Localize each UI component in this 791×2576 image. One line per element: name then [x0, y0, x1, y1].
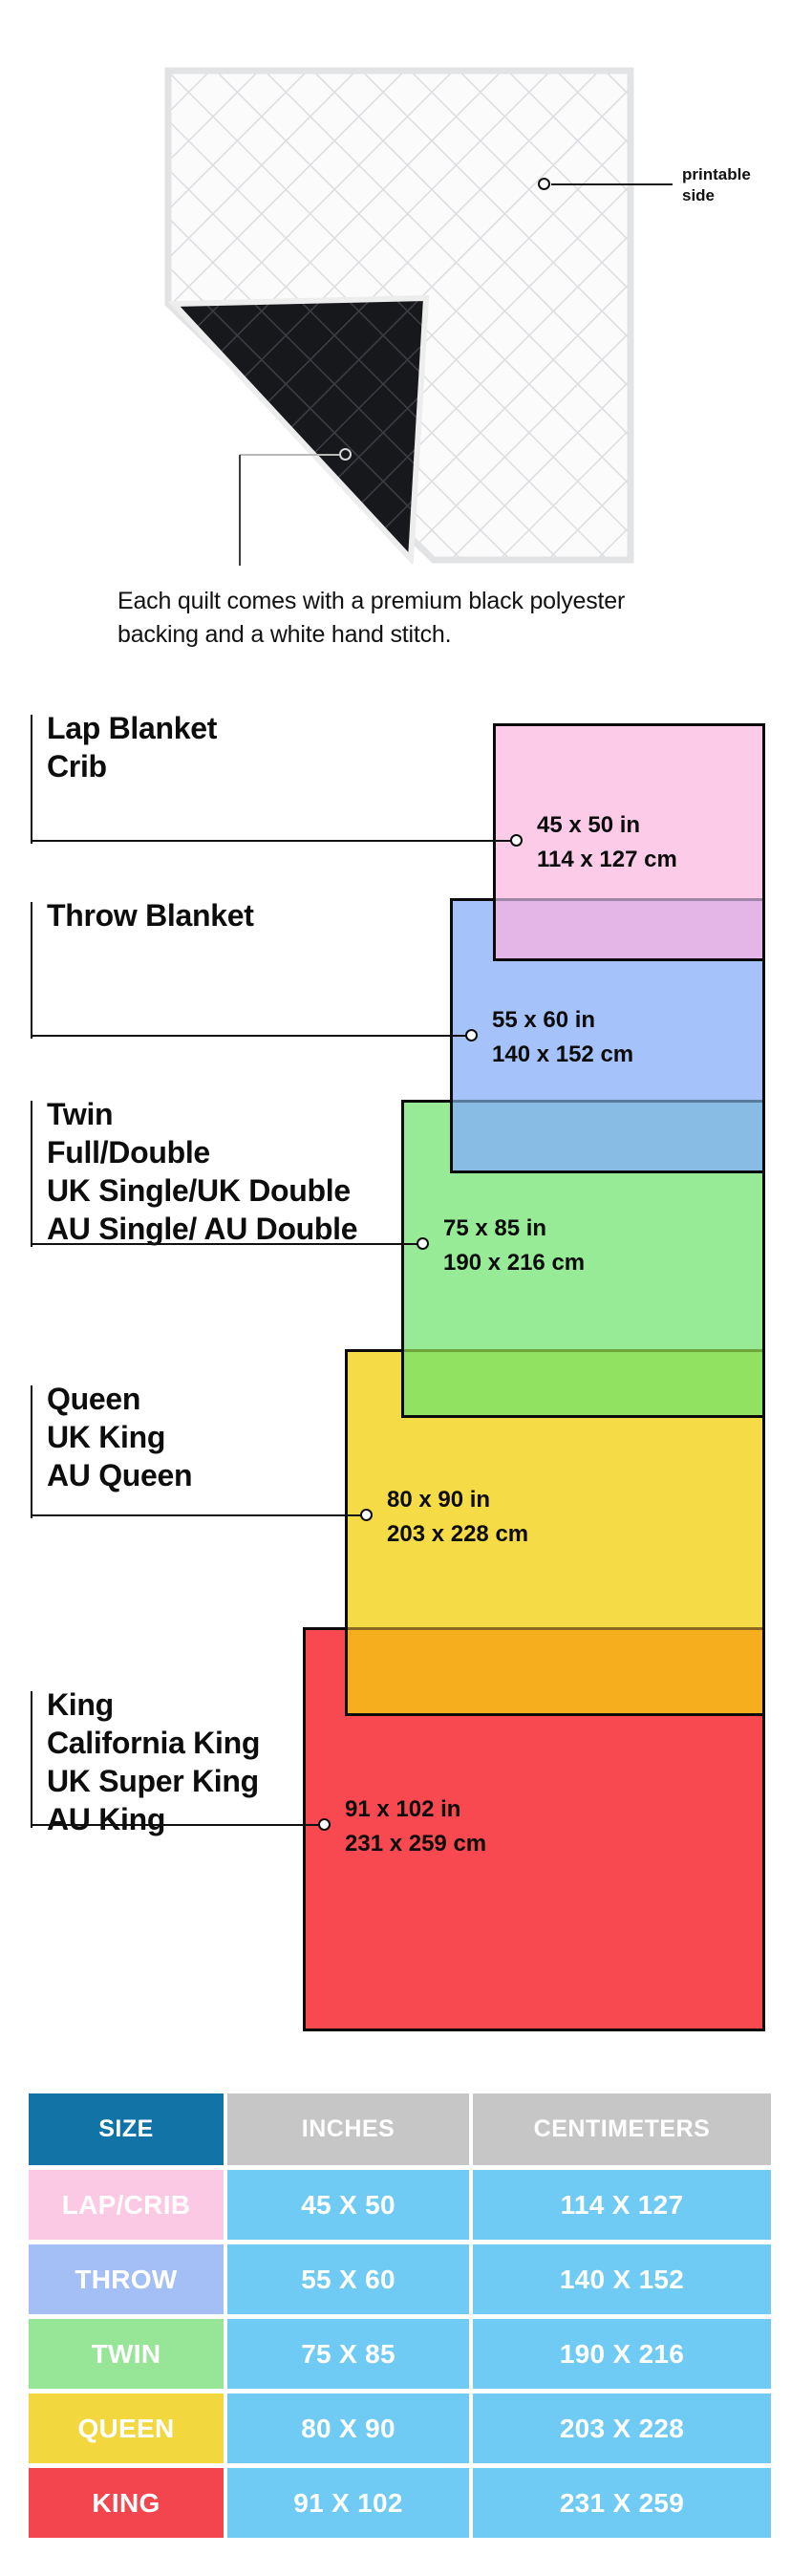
table-row-lap-crib: LAP/CRIB 45 X 50 114 X 127 [29, 2170, 771, 2240]
quilt-caption: Each quilt comes with a premium black po… [118, 588, 626, 648]
table-row-queen: QUEEN 80 X 90 203 X 228 [29, 2394, 771, 2463]
table-cell-size: TWIN [29, 2319, 224, 2389]
table-cell-size: LAP/CRIB [29, 2170, 224, 2240]
overlap-lap-over-throw [496, 898, 762, 958]
table-header-size: SIZE [29, 2093, 224, 2165]
table-cell-inches: 75 X 85 [227, 2319, 469, 2389]
marker-king [318, 1818, 331, 1831]
label-queen: Queen UK King AU Queen [47, 1382, 193, 1492]
table-row-throw: THROW 55 X 60 140 X 152 [29, 2244, 771, 2314]
table-cell-inches: 80 X 90 [227, 2394, 469, 2463]
overlap-queen-over-king [348, 1627, 762, 1713]
connector-throw-horizontal [31, 1035, 472, 1037]
label-throw: Throw Blanket [47, 898, 254, 933]
table-row-king: KING 91 X 102 231 X 259 [29, 2468, 771, 2538]
connector-king-vertical [31, 1691, 32, 1828]
overlap-throw-over-twin [453, 1100, 762, 1170]
table-header-inches: INCHES [227, 2093, 469, 2165]
label-lap-crib: Lap Blanket Crib [47, 711, 218, 784]
table-cell-size: THROW [29, 2244, 224, 2314]
printable-side-label: printable side [682, 165, 751, 204]
table-cell-inches: 55 X 60 [227, 2244, 469, 2314]
table-cell-cm: 140 X 152 [473, 2244, 771, 2314]
connector-king-horizontal [31, 1824, 325, 1826]
table-cell-size: QUEEN [29, 2394, 224, 2463]
table-cell-cm: 114 X 127 [473, 2170, 771, 2240]
dimensions-twin: 75 x 85 in 190 x 216 cm [443, 1215, 586, 1276]
dimensions-queen: 80 x 90 in 203 x 228 cm [387, 1487, 529, 1547]
marker-throw [465, 1029, 478, 1041]
table-header-row: SIZE INCHES CENTIMETERS [29, 2093, 771, 2165]
printable-side-pointer-line [551, 183, 673, 185]
connector-twin-vertical [31, 1101, 32, 1247]
table-cell-size: KING [29, 2468, 224, 2538]
connector-lap-horizontal [31, 840, 517, 842]
marker-twin [417, 1237, 429, 1250]
printable-side-marker [538, 178, 550, 190]
quilt-image [164, 67, 634, 564]
dimensions-throw: 55 x 60 in 140 x 152 cm [492, 1007, 634, 1067]
dimensions-lap: 45 x 50 in 114 x 127 cm [537, 812, 677, 872]
black-backing-pointer-line-horizontal [240, 454, 339, 456]
table-row-twin: TWIN 75 X 85 190 X 216 [29, 2319, 771, 2389]
table-cell-inches: 91 X 102 [227, 2468, 469, 2538]
connector-twin-horizontal [31, 1243, 423, 1245]
black-backing-marker [339, 448, 352, 461]
connector-lap-vertical [31, 715, 32, 844]
quilt-folded-black-backing [167, 294, 430, 564]
connector-queen-vertical [31, 1385, 32, 1518]
overlap-twin-over-queen [404, 1349, 762, 1415]
marker-queen [360, 1509, 373, 1521]
table-cell-inches: 45 X 50 [227, 2170, 469, 2240]
connector-queen-horizontal [31, 1514, 367, 1516]
table-cell-cm: 203 X 228 [473, 2394, 771, 2463]
label-twin: Twin Full/Double UK Single/UK Double AU … [47, 1097, 358, 1246]
connector-throw-vertical [31, 902, 32, 1039]
table-cell-cm: 231 X 259 [473, 2468, 771, 2538]
label-king: King California King UK Super King AU Ki… [47, 1687, 261, 1836]
dimensions-king: 91 x 102 in 231 x 259 cm [345, 1796, 487, 1857]
table-cell-cm: 190 X 216 [473, 2319, 771, 2389]
table-header-centimeters: CENTIMETERS [473, 2093, 771, 2165]
marker-lap [510, 834, 523, 847]
black-backing-pointer-line-vertical [239, 455, 241, 566]
